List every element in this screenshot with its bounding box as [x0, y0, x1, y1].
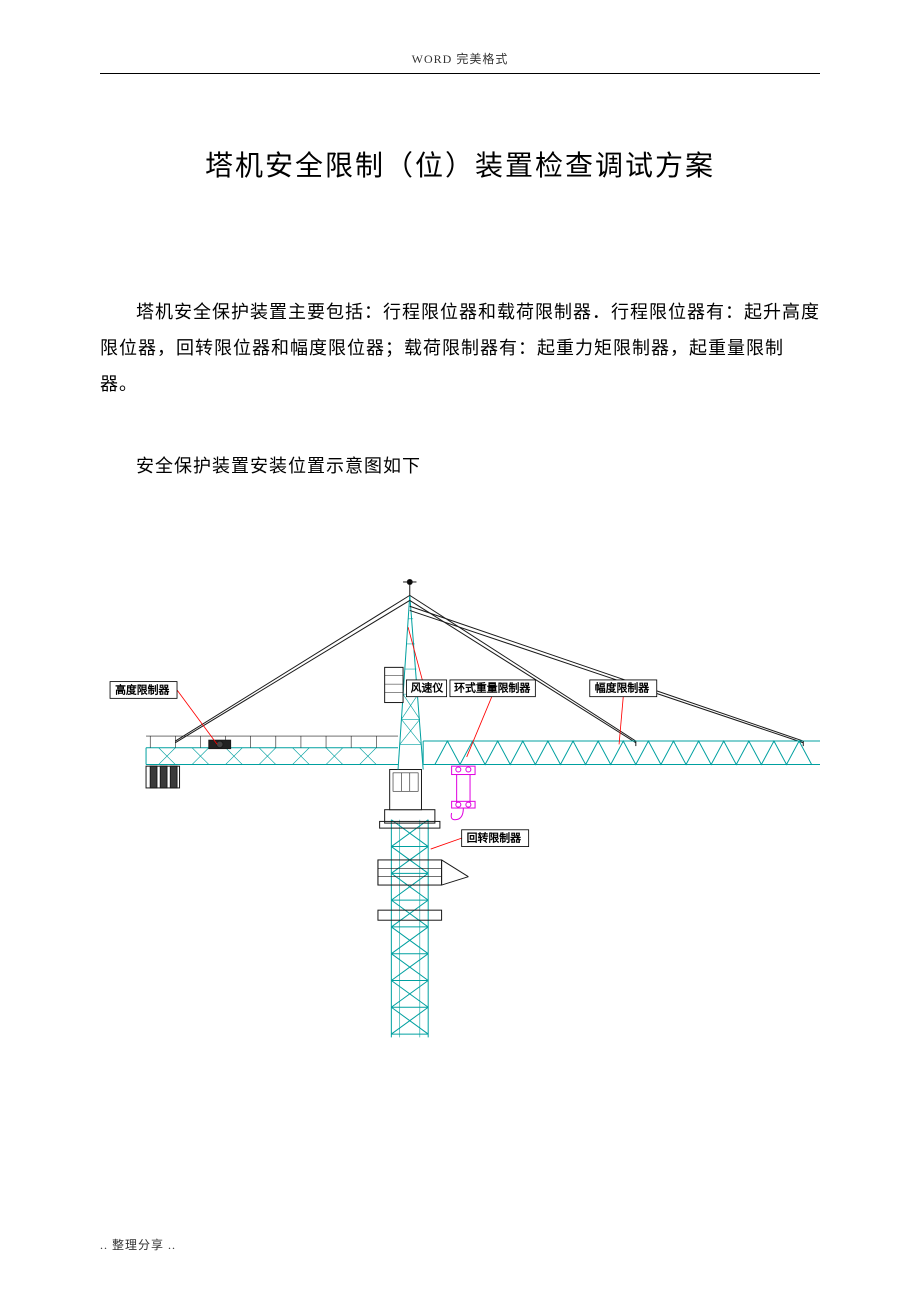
diagram-caption: 安全保护装置安装位置示意图如下 [100, 452, 820, 478]
callout-slew-limiter: 回转限制器 [431, 830, 529, 849]
page-footer: .. 整理分享 .. [100, 1236, 176, 1253]
crane-diagram: 高度限制器 风速仪 环式重量限制器 幅度限制器 [100, 523, 820, 1083]
page-header: WORD 完美格式 [100, 50, 820, 74]
svg-text:环式重量限制器: 环式重量限制器 [454, 681, 530, 695]
svg-text:回转限制器: 回转限制器 [467, 831, 521, 845]
document-title: 塔机安全限制（位）装置检查调试方案 [100, 144, 820, 184]
intro-paragraph: 塔机安全保护装置主要包括：行程限位器和载荷限制器．行程限位器有：起升高度限位器，… [100, 294, 820, 402]
callout-anemometer: 风速仪 [406, 627, 446, 696]
callout-height-limiter: 高度限制器 [110, 682, 217, 745]
crane-diagram-container: 高度限制器 风速仪 环式重量限制器 幅度限制器 [100, 523, 820, 1083]
svg-text:风速仪: 风速仪 [411, 681, 444, 695]
callouts: 高度限制器 风速仪 环式重量限制器 幅度限制器 [110, 627, 657, 849]
callout-ring-weight-limiter: 环式重量限制器 [450, 680, 535, 757]
mast-lattice [391, 820, 428, 1034]
svg-text:幅度限制器: 幅度限制器 [595, 681, 649, 695]
svg-text:高度限制器: 高度限制器 [115, 682, 169, 696]
